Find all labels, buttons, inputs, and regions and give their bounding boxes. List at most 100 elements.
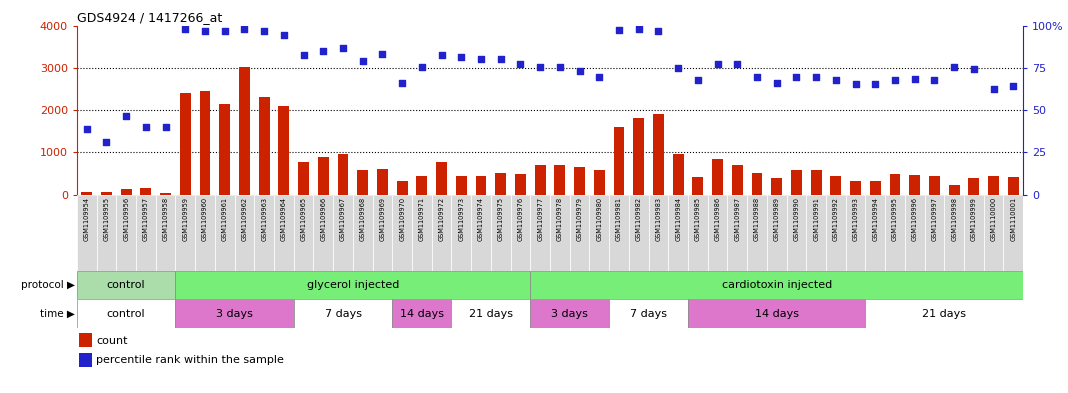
Text: GSM1109989: GSM1109989 <box>773 197 780 241</box>
Bar <box>294 299 392 328</box>
Text: GSM1109979: GSM1109979 <box>577 197 582 241</box>
Bar <box>79 353 92 367</box>
Point <box>334 45 351 51</box>
Point <box>117 112 135 119</box>
Bar <box>925 195 944 271</box>
Text: control: control <box>107 309 145 319</box>
Point <box>98 139 115 145</box>
Text: GSM1109990: GSM1109990 <box>794 197 800 241</box>
Text: GSM1109970: GSM1109970 <box>399 197 405 241</box>
Bar <box>77 271 175 299</box>
Text: protocol ▶: protocol ▶ <box>20 280 75 290</box>
Bar <box>81 192 92 195</box>
Bar <box>732 165 742 195</box>
Text: GSM1109987: GSM1109987 <box>735 197 740 241</box>
Point <box>945 64 962 70</box>
Text: GSM1109986: GSM1109986 <box>714 197 721 241</box>
Bar <box>101 193 112 195</box>
Text: GDS4924 / 1417266_at: GDS4924 / 1417266_at <box>77 11 222 24</box>
Bar <box>669 195 688 271</box>
Point <box>847 81 864 87</box>
Point <box>926 77 943 83</box>
Bar <box>239 67 250 195</box>
Bar <box>648 195 669 271</box>
Bar <box>298 162 309 195</box>
Point <box>315 48 332 54</box>
Bar <box>688 195 708 271</box>
Bar <box>279 106 289 195</box>
Text: GSM1110000: GSM1110000 <box>991 197 996 241</box>
Text: GSM1109991: GSM1109991 <box>813 197 819 241</box>
Bar <box>531 271 1023 299</box>
Bar <box>337 154 348 195</box>
Bar <box>475 176 486 195</box>
Point <box>886 77 904 83</box>
Text: GSM1109992: GSM1109992 <box>833 197 838 241</box>
Bar <box>550 195 569 271</box>
Text: GSM1109978: GSM1109978 <box>556 197 563 241</box>
Point <box>828 77 845 83</box>
Point <box>236 26 253 32</box>
Bar <box>885 195 905 271</box>
Bar <box>890 174 900 195</box>
Bar <box>575 167 585 195</box>
Bar <box>136 195 156 271</box>
Bar <box>141 188 152 195</box>
Text: 14 days: 14 days <box>399 309 444 319</box>
Bar <box>258 97 269 195</box>
Point <box>216 28 233 34</box>
Text: GSM1109988: GSM1109988 <box>754 197 760 241</box>
Point <box>965 66 983 72</box>
Bar <box>318 157 329 195</box>
Point <box>512 61 529 67</box>
Bar <box>417 176 427 195</box>
Bar <box>79 333 92 347</box>
Bar <box>727 195 748 271</box>
Bar <box>969 178 979 195</box>
Bar <box>964 195 984 271</box>
Bar <box>988 176 999 195</box>
Text: GSM1109956: GSM1109956 <box>123 197 129 241</box>
Bar <box>373 195 392 271</box>
Bar <box>396 182 408 195</box>
Point <box>433 52 450 58</box>
Point <box>630 26 647 32</box>
Bar <box>175 299 294 328</box>
Bar <box>156 195 175 271</box>
Point <box>571 68 588 74</box>
Bar <box>869 181 881 195</box>
Bar <box>96 195 116 271</box>
Bar <box>948 185 959 195</box>
Text: GSM1109969: GSM1109969 <box>379 197 386 241</box>
Bar <box>274 195 294 271</box>
Text: GSM1109957: GSM1109957 <box>143 197 148 241</box>
Bar <box>431 195 452 271</box>
Text: count: count <box>96 336 127 346</box>
Bar <box>767 195 786 271</box>
Bar <box>984 195 1004 271</box>
Text: GSM1109954: GSM1109954 <box>83 197 90 241</box>
Text: GSM1109972: GSM1109972 <box>439 197 444 241</box>
Text: 3 days: 3 days <box>216 309 253 319</box>
Text: 21 days: 21 days <box>923 309 967 319</box>
Point <box>394 80 411 86</box>
Bar <box>412 195 431 271</box>
Text: GSM1109981: GSM1109981 <box>616 197 622 241</box>
Bar <box>865 299 1023 328</box>
Bar <box>511 195 531 271</box>
Point <box>78 126 95 132</box>
Bar <box>865 195 885 271</box>
Point <box>157 124 174 130</box>
Text: GSM1109998: GSM1109998 <box>952 197 957 241</box>
Point <box>138 124 155 130</box>
Text: GSM1109959: GSM1109959 <box>183 197 188 241</box>
Text: GSM1109985: GSM1109985 <box>695 197 701 241</box>
Text: GSM1109961: GSM1109961 <box>222 197 227 241</box>
Point <box>650 28 668 34</box>
Text: GSM1109980: GSM1109980 <box>596 197 602 241</box>
Text: GSM1109983: GSM1109983 <box>656 197 661 241</box>
Point <box>689 77 706 84</box>
Bar <box>688 299 865 328</box>
Text: GSM1109974: GSM1109974 <box>478 197 484 241</box>
Bar <box>456 176 467 195</box>
